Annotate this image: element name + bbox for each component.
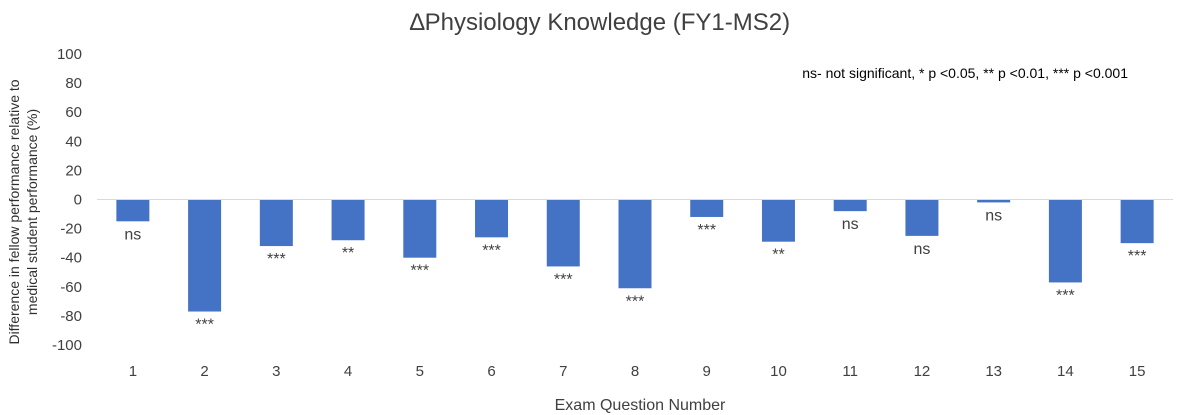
bar xyxy=(977,199,1011,203)
x-tick-label: 12 xyxy=(914,363,931,380)
x-tick-label: 13 xyxy=(985,363,1002,380)
y-tick-labels: 100 80 60 40 20 0 -20 -40 -60 -80 -100 xyxy=(52,46,82,354)
bar xyxy=(690,199,724,217)
significance-label: *** xyxy=(1128,248,1147,265)
bars xyxy=(116,199,1154,312)
bar xyxy=(833,199,867,212)
y-axis-label-line-2: medical student performance (%) xyxy=(24,109,40,315)
y-tick-label: -40 xyxy=(60,250,82,267)
bar xyxy=(761,199,795,242)
bar xyxy=(188,199,222,312)
significance-label: *** xyxy=(626,293,645,310)
bar xyxy=(1048,199,1082,283)
x-tick-label: 8 xyxy=(631,363,639,380)
x-tick-label: 14 xyxy=(1057,363,1074,380)
y-tick-label: 60 xyxy=(65,104,82,121)
x-tick-label: 4 xyxy=(344,363,352,380)
x-tick-label: 5 xyxy=(416,363,424,380)
chart-title: ∆Physiology Knowledge (FY1-MS2) xyxy=(410,9,790,36)
y-tick-label: -80 xyxy=(60,308,82,325)
y-tick-label: 20 xyxy=(65,162,82,179)
x-axis-label: Exam Question Number xyxy=(555,397,726,414)
significance-label: ** xyxy=(342,245,354,262)
x-tick-label: 11 xyxy=(842,363,858,380)
y-tick-label: 80 xyxy=(65,75,82,92)
y-tick-label: -100 xyxy=(52,337,82,354)
x-tick-label: 2 xyxy=(200,363,208,380)
significance-label: ** xyxy=(772,247,784,264)
y-tick-label: -20 xyxy=(60,221,82,238)
x-tick-label: 3 xyxy=(272,363,280,380)
x-tick-label: 7 xyxy=(559,363,567,380)
y-tick-label: 40 xyxy=(65,133,82,150)
bar xyxy=(403,199,437,258)
y-axis-label: Difference in fellow performance relativ… xyxy=(6,79,40,344)
x-tick-label: 1 xyxy=(129,363,137,380)
significance-label: *** xyxy=(410,263,429,280)
significance-label: ns xyxy=(985,207,1002,224)
bar xyxy=(116,199,150,222)
bar xyxy=(618,199,652,289)
x-tick-label: 15 xyxy=(1129,363,1146,380)
y-tick-label: 0 xyxy=(74,192,82,209)
bar xyxy=(546,199,580,267)
significance-label: *** xyxy=(195,317,214,334)
significance-label: ns xyxy=(842,216,859,233)
bar xyxy=(475,199,509,238)
bar xyxy=(331,199,365,241)
bar xyxy=(1120,199,1154,244)
significance-note: ns- not significant, * p <0.05, ** p <0.… xyxy=(802,65,1128,81)
bar xyxy=(905,199,939,236)
bar xyxy=(259,199,293,247)
significance-label: *** xyxy=(482,242,501,259)
y-tick-label: -60 xyxy=(60,279,82,296)
significance-label: ns xyxy=(913,241,930,258)
significance-label: ns xyxy=(124,226,141,243)
x-tick-labels: 1 2 3 4 5 6 7 8 9 10 11 12 13 14 15 xyxy=(129,363,1146,380)
x-tick-label: 10 xyxy=(770,363,787,380)
y-tick-label: 100 xyxy=(57,46,82,63)
x-tick-label: 9 xyxy=(703,363,711,380)
significance-label: *** xyxy=(697,222,716,239)
significance-label: *** xyxy=(554,271,573,288)
significance-label: *** xyxy=(267,251,286,268)
significance-label: *** xyxy=(1056,287,1075,304)
x-tick-label: 6 xyxy=(487,363,495,380)
y-axis-label-line-1: Difference in fellow performance relativ… xyxy=(6,79,22,344)
